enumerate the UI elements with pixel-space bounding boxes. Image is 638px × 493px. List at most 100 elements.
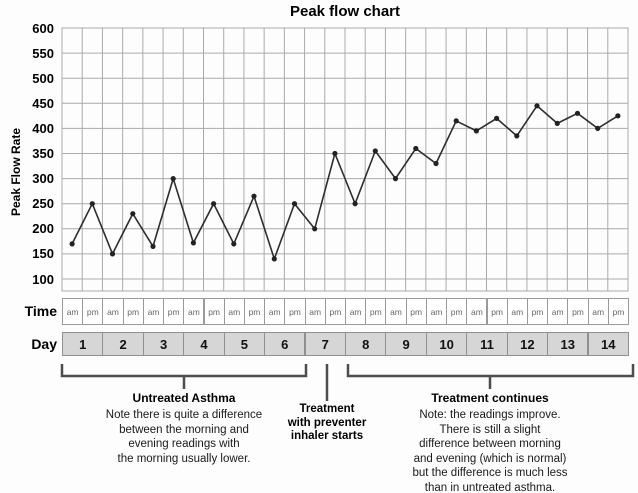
data-series [69,103,621,262]
y-tick-label: 400 [32,120,54,136]
y-tick-label: 150 [32,246,54,262]
data-point [615,113,621,119]
time-cell-am: am [385,298,407,325]
time-cell-am: am [304,298,326,325]
annotation-line: inhaler starts [290,430,364,442]
day-cell: 1 [62,332,104,356]
time-cell-pm: pm [526,298,549,325]
time-cell-am: am [345,298,367,325]
y-tick-label: 250 [32,196,54,212]
time-cell-am: am [62,298,84,325]
data-point [211,201,217,207]
day-cell: 10 [425,332,468,356]
annotation-line: but the difference is much less [412,467,568,479]
day-cell: 8 [345,332,387,356]
day-cell: 9 [385,332,427,356]
annotation-line: with preventer [287,416,367,429]
data-point [170,176,176,182]
annotation-line: Note: the readings improve. [419,409,561,421]
data-point [231,241,237,247]
data-point [433,160,439,167]
data-point [271,256,277,262]
data-point [190,240,196,246]
chart-title: Peak flow chart [289,3,401,20]
data-point [332,150,338,157]
data-point [554,120,560,126]
data-point [69,241,75,247]
annotation-line: There is still a slight [439,423,541,436]
data-point [514,133,520,139]
annotation-line: Note there is quite a difference [105,409,263,421]
data-point [392,176,399,182]
time-cell-pm: pm [203,298,225,325]
day-cell: 7 [304,332,346,356]
y-tick-label: 300 [32,171,54,187]
data-point [130,211,136,217]
time-cell-am: am [183,298,205,325]
annotation-treatment-continues: Treatment continues Note: the readings i… [350,391,630,493]
data-point [413,145,419,152]
day-cell: 11 [466,332,508,356]
data-point [291,201,298,207]
time-cell-pm: pm [324,298,346,325]
time-cell-am: am [587,298,609,325]
time-cell-am: am [425,298,448,325]
day-cell: 14 [587,332,629,356]
data-point [574,110,581,116]
annotation-line: and evening (which is normal) [413,452,567,465]
y-tick-label: 600 [32,20,54,36]
untreated-bracket [60,364,308,389]
time-cell-am: am [264,298,286,325]
data-point [453,118,459,124]
annotation-line: the morning usually lower. [117,452,251,465]
data-point [494,115,500,121]
annotation-line: difference between morning [419,438,561,450]
time-cell-pm: pm [243,298,266,325]
data-point [251,193,257,199]
day-cell: 6 [264,332,306,356]
day-cell: 12 [506,332,549,356]
time-cell-pm: pm [82,298,104,325]
time-cell-pm: pm [163,298,185,325]
y-tick-label: 200 [32,221,54,237]
annotation-line: than in untreated asthma. [424,481,556,493]
time-cell-pm: pm [446,298,468,325]
annotation-treatment-start: Treatment with preventer inhaler starts [262,403,392,444]
y-tick-label: 100 [32,271,54,287]
time-cell-pm: pm [567,298,589,325]
data-point [473,128,479,134]
peak-flow-line [71,104,619,262]
time-cell-pm: pm [122,298,144,325]
time-cell-am: am [142,298,165,325]
data-point [312,226,318,232]
time-cell-am: am [547,298,569,325]
time-cell-am: am [506,298,528,325]
time-cell-am: am [102,298,124,325]
data-point [372,148,378,154]
day-cell: 4 [183,332,225,356]
y-tick-label: 500 [32,70,54,86]
day-row-label: Day [31,336,57,352]
annotation-brackets [60,364,635,401]
annotation-heading: Treatment continues [431,391,549,405]
time-cell-pm: pm [284,298,306,325]
data-point [352,201,358,207]
annotation-line: Treatment [299,403,355,415]
data-point [595,125,601,131]
day-cell: 13 [547,332,589,356]
time-cell-pm: pm [607,298,629,325]
day-cell: 3 [142,332,185,356]
data-point [109,251,116,257]
time-row-label: Time [24,303,57,319]
data-point [534,103,540,109]
y-tick-label: 450 [32,95,54,111]
data-point [89,201,95,207]
grid-lines [61,27,629,292]
annotation-line: between the morning and [119,423,249,436]
data-point [150,243,156,249]
time-cell-am: am [223,298,245,325]
annotation-heading: Untreated Asthma [132,391,236,405]
time-cell-pm: pm [486,298,508,325]
